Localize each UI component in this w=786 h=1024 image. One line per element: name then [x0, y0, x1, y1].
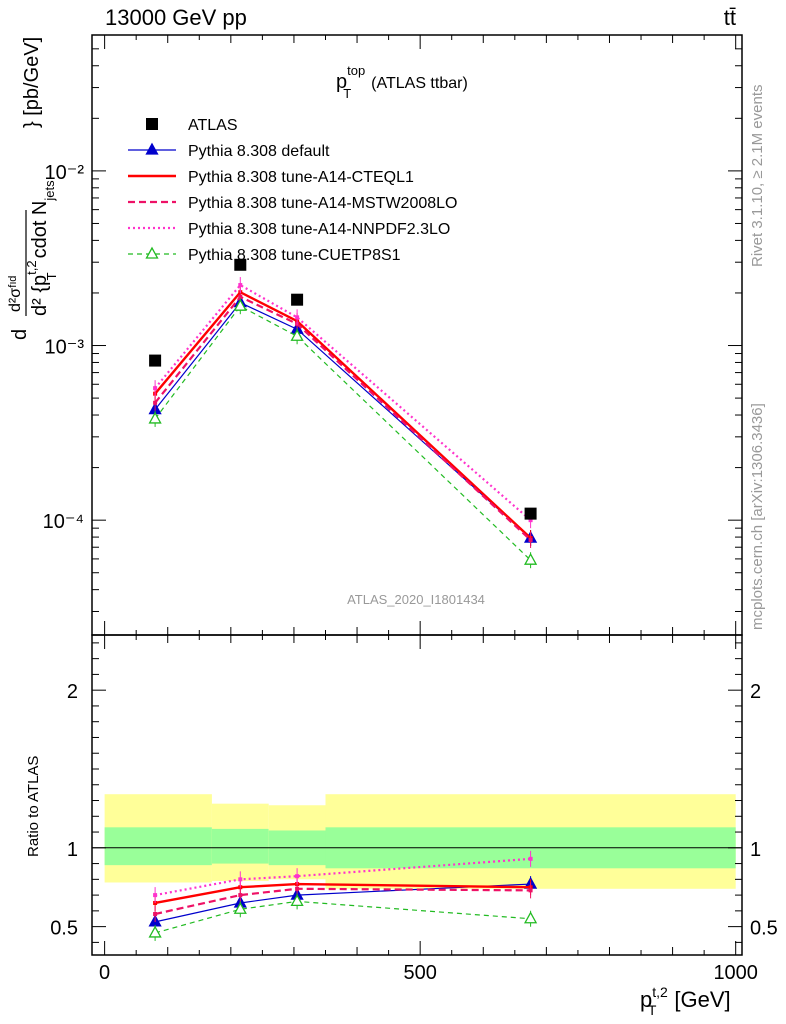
main-series-3-point: [528, 518, 533, 523]
legend-marker-5: [145, 246, 159, 259]
y-label-sup: t,2: [24, 260, 39, 274]
ratio-tick-label-left: 1: [67, 839, 78, 861]
ratio-tick-label-left: 0.5: [50, 918, 78, 940]
main-series-4-point: [523, 552, 538, 565]
legend-label-3: Pythia 8.308 tune-A14-MSTW2008LO: [188, 195, 457, 212]
svg-text:} [pb/GeV]: } [pb/GeV]: [21, 37, 43, 128]
atlas-data-point: [149, 354, 162, 367]
legend-label-4: Pythia 8.308 tune-A14-NNPDF2.3LO: [188, 221, 450, 238]
atlas-data-point: [524, 507, 537, 520]
axis-ticks: 0 500 1000 10⁻² 10⁻³ 10⁻⁴ 0.5 0.5 1 1 2 2: [43, 34, 778, 984]
plot-title-sub: T: [343, 86, 351, 101]
x-label-p: p: [640, 987, 652, 1012]
main-series-1-line: [154, 290, 532, 539]
legend-label-2: Pythia 8.308 tune-A14-CTEQL1: [188, 169, 414, 186]
ratio-uncertainty-bands: [104, 794, 736, 889]
ratio-series-2-point: [153, 912, 158, 917]
svg-text:d: d: [9, 329, 31, 340]
ratio-plot-series: [148, 850, 538, 941]
atlas-data-point: [234, 258, 247, 271]
ratio-series-2-point: [238, 893, 243, 898]
legend-marker-atlas: [146, 118, 158, 130]
ratio-series-3-point: [238, 877, 243, 882]
ratio-series-4-point: [233, 901, 247, 914]
ratio-series-3-point: [153, 893, 158, 898]
analysis-watermark: ATLAS_2020_I1801434: [347, 592, 485, 607]
main-series-3-point: [295, 315, 300, 320]
main-series-3-line: [154, 283, 532, 521]
svg-text:d²σᶠᶦᵈ: d²σᶠᶦᵈ: [7, 276, 24, 312]
ratio-y-axis-label: Ratio to ATLAS: [25, 756, 42, 857]
x-label-sub: T: [648, 1002, 657, 1018]
main-series-3-point: [153, 386, 158, 391]
x-label-unit: [GeV]: [674, 987, 730, 1012]
ratio-series-3-line: [154, 857, 531, 897]
plot-title-suffix: (ATLAS ttbar): [371, 75, 468, 92]
ratio-tick-label-right: 1: [750, 839, 761, 861]
ratio-series-0-line: [154, 883, 531, 923]
band-green-0: [104, 827, 212, 866]
main-series-4-point: [290, 328, 304, 341]
ratio-tick-label-right: 2: [750, 681, 761, 703]
ratio-series-2-line: [154, 887, 531, 916]
legend-label-1: Pythia 8.308 default: [188, 143, 330, 160]
legend-label-5: Pythia 8.308 tune-CUETP8S1: [188, 247, 401, 264]
main-y-axis-label: d d²σᶠᶦᵈ d² {pt,2 Tcdot Njets } [pb/GeV]: [7, 37, 59, 340]
main-series-2-line: [154, 295, 532, 541]
y-label-denominator: d² {p: [29, 275, 51, 316]
main-series-4-point: [148, 411, 162, 424]
mcplots-label: mcplots.cern.ch [arXiv:1306.3436]: [749, 403, 766, 630]
y-tick-label: 10⁻²: [45, 162, 85, 184]
y-label-unit: } [pb/GeV]: [21, 37, 43, 128]
header-left-label: 13000 GeV pp: [105, 5, 247, 30]
y-tick-label: 10⁻³: [45, 337, 85, 359]
x-axis-label: pt,2 T [GeV]: [640, 984, 731, 1018]
x-tick-label: 500: [403, 962, 436, 984]
svg-text:d² {pt,2Tcdot Njets: d² {pt,2 Tcdot Njets: [24, 180, 59, 316]
x-tick-label: 1000: [713, 962, 758, 984]
atlas-data-point: [291, 293, 304, 306]
main-plot-series: [148, 258, 538, 569]
ratio-series-2-point: [295, 886, 300, 891]
rivet-version-label: Rivet 3.1.10, ≥ 2.1M events: [749, 85, 766, 268]
plot-title-sup: top: [347, 63, 365, 78]
y-label-sigma: d²σᶠᶦᵈ: [7, 276, 24, 312]
header-right-label: tt̄: [724, 5, 736, 30]
y-label-jets: jets: [42, 180, 57, 202]
plot-title: ptop T (ATLAS ttbar): [336, 63, 468, 101]
y-label-tail: cdot N: [29, 201, 51, 259]
y-label-sub: T: [44, 272, 59, 280]
y-label-d: d: [9, 329, 31, 340]
ratio-series-3-point: [295, 874, 300, 879]
main-series-2-point: [153, 400, 158, 405]
band-green-1: [211, 828, 269, 864]
main-series-0-line: [154, 301, 531, 539]
y-tick-label: 10⁻⁴: [43, 511, 84, 533]
ratio-series-4-line: [154, 900, 531, 934]
ratio-series-4-point: [523, 911, 538, 924]
ratio-series-2-point: [528, 888, 533, 893]
x-tick-label: 0: [99, 962, 110, 984]
main-series-4-line: [154, 305, 532, 561]
main-series-2-point: [528, 537, 533, 542]
x-label-sup: t,2: [652, 984, 668, 1000]
legend: ATLAS Pythia 8.308 default Pythia 8.308 tu…: [128, 117, 457, 264]
ratio-tick-label-left: 2: [67, 681, 78, 703]
main-series-3-point: [238, 283, 243, 288]
plot-title-main: p: [336, 71, 347, 93]
main-series-2-point: [238, 294, 243, 299]
legend-marker-1: [145, 142, 159, 155]
ratio-series-3-point: [528, 856, 533, 861]
main-series-4-point: [233, 298, 247, 311]
ratio-tick-label-right: 0.5: [750, 918, 778, 940]
legend-label-0: ATLAS: [188, 117, 238, 134]
ratio-series-4-point: [290, 894, 304, 907]
ratio-series-4-point: [148, 925, 162, 938]
ratio-plot-frame: [91, 634, 743, 956]
ratio-series-1-line: [154, 882, 531, 905]
